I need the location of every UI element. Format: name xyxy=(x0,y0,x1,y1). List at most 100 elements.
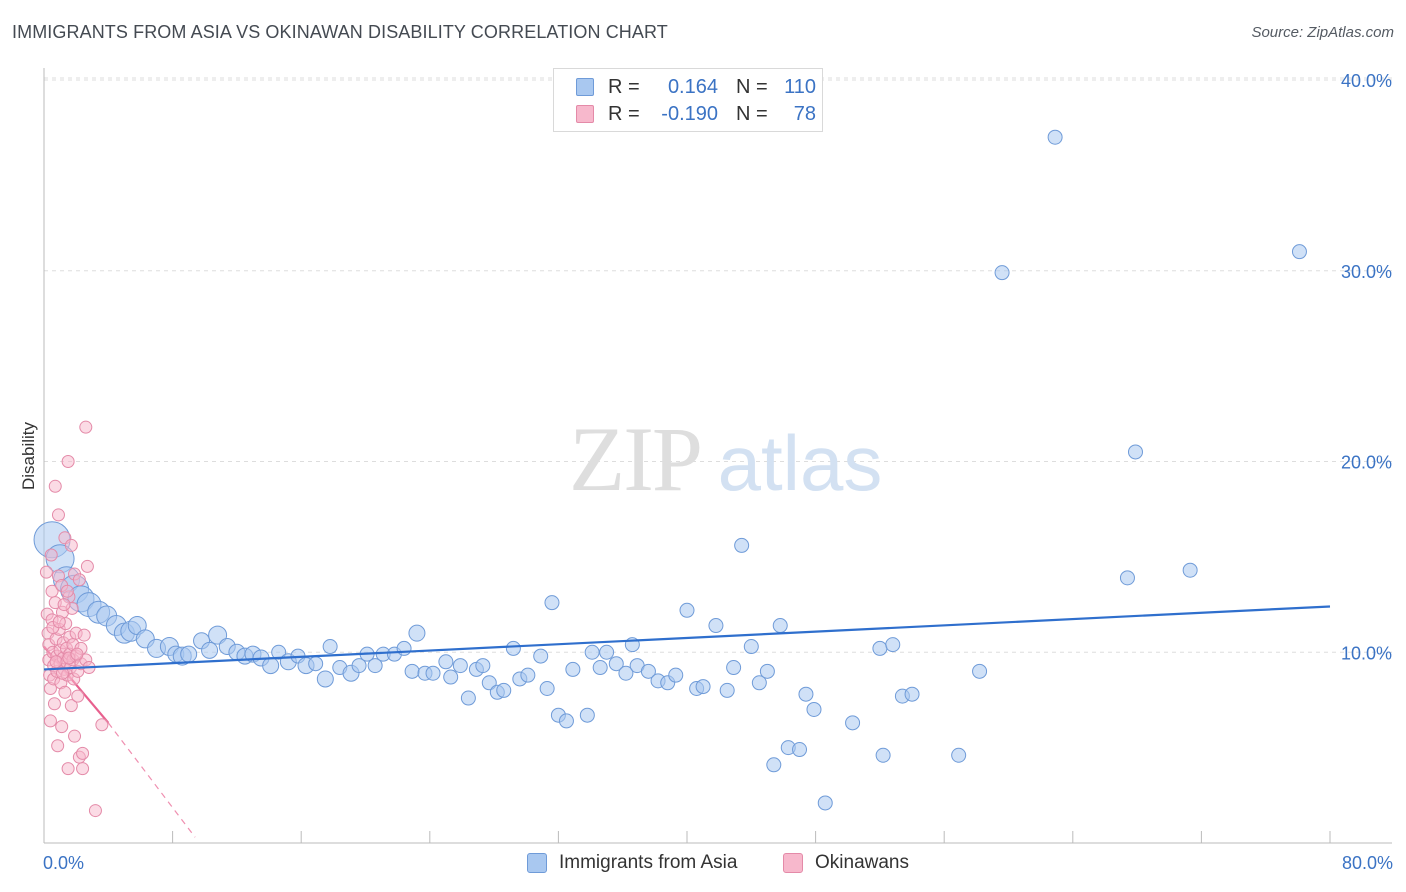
legend-r-value: -0.190 xyxy=(661,102,718,125)
legend-swatch-asia xyxy=(527,853,547,873)
asia-point xyxy=(544,595,560,611)
asia-point xyxy=(579,707,595,723)
asia-point xyxy=(404,663,420,679)
legend-item-okinawan[interactable]: Okinawans xyxy=(783,852,909,874)
okinawan-point xyxy=(71,689,85,703)
series-legend: Immigrants from Asia Okinawans xyxy=(0,852,1406,878)
legend-n-label: N = xyxy=(736,75,768,98)
asia-point xyxy=(719,682,735,698)
okinawan-point xyxy=(58,685,72,699)
source-label: Source: ZipAtlas.com xyxy=(1251,24,1394,41)
asia-point xyxy=(751,675,767,691)
asia-point xyxy=(708,618,724,634)
legend-n-value: 78 xyxy=(793,102,816,125)
asia-point xyxy=(367,658,383,674)
correlation-legend: R = 0.164 N = 110 R = -0.190 N = 78 xyxy=(553,68,823,132)
okinawan-point xyxy=(88,804,102,818)
y-tick-label: 10.0% xyxy=(1341,643,1392,663)
okinawan-point xyxy=(60,584,74,598)
watermark-zip: ZIP xyxy=(569,408,701,510)
asia-point xyxy=(1127,444,1143,460)
asia-points xyxy=(33,129,1307,811)
asia-point xyxy=(759,663,775,679)
asia-point xyxy=(460,690,476,706)
asia-point xyxy=(481,675,497,691)
okinawan-point xyxy=(49,655,63,669)
watermark: ZIP atlas xyxy=(569,408,882,510)
okinawan-trend-extension xyxy=(107,722,196,838)
asia-point xyxy=(180,645,198,663)
asia-point xyxy=(766,757,782,773)
okinawan-point xyxy=(48,479,62,493)
okinawan-point xyxy=(51,508,65,522)
asia-point xyxy=(726,660,742,676)
asia-point xyxy=(875,747,891,763)
asia-point xyxy=(1047,129,1063,145)
tick-labels: 10.0% 20.0% 30.0% 40.0% 0.0% 80.0% xyxy=(43,71,1393,873)
legend-r-value: 0.164 xyxy=(667,75,718,98)
watermark-atlas: atlas xyxy=(718,419,883,507)
okinawan-point xyxy=(76,762,90,776)
okinawan-point xyxy=(47,697,61,711)
asia-point xyxy=(322,639,338,655)
asia-point xyxy=(443,669,459,685)
asia-point xyxy=(1119,570,1135,586)
x-tick-label: 80.0% xyxy=(1342,853,1393,873)
okinawan-point xyxy=(52,615,66,629)
asia-point xyxy=(201,641,219,659)
okinawan-point xyxy=(44,548,58,562)
asia-point xyxy=(743,639,759,655)
asia-point xyxy=(1291,244,1307,260)
y-tick-label: 20.0% xyxy=(1341,453,1392,473)
asia-point xyxy=(668,667,684,683)
asia-point xyxy=(994,265,1010,281)
legend-swatch-okinawan xyxy=(576,105,594,123)
okinawan-point xyxy=(72,573,86,587)
asia-point xyxy=(262,657,280,675)
y-axis-label: Disability xyxy=(19,421,38,490)
asia-point xyxy=(1182,562,1198,578)
asia-point xyxy=(592,660,608,676)
asia-point xyxy=(558,713,574,729)
asia-point xyxy=(904,686,920,702)
okinawan-point xyxy=(68,729,82,743)
asia-point xyxy=(599,644,615,660)
asia-point xyxy=(425,665,441,681)
asia-point xyxy=(271,644,287,660)
asia-point xyxy=(845,715,861,731)
asia-point xyxy=(772,618,788,634)
okinawan-point xyxy=(95,718,109,732)
okinawan-point xyxy=(79,420,93,434)
asia-point xyxy=(734,537,750,553)
asia-point xyxy=(452,658,468,674)
asia-point xyxy=(695,679,711,695)
asia-point xyxy=(640,663,656,679)
okinawan-point xyxy=(77,628,91,642)
okinawan-point xyxy=(76,746,90,760)
okinawan-point xyxy=(55,666,69,680)
asia-point xyxy=(408,624,426,642)
chart-title: IMMIGRANTS FROM ASIA VS OKINAWAN DISABIL… xyxy=(12,22,668,42)
asia-point xyxy=(438,654,454,670)
legend-r-label: R = xyxy=(608,102,640,125)
legend-n-label: N = xyxy=(736,102,768,125)
asia-point xyxy=(806,701,822,717)
legend-item-asia[interactable]: Immigrants from Asia xyxy=(527,852,737,874)
legend-n-value: 110 xyxy=(784,75,816,98)
asia-point xyxy=(679,602,695,618)
asia-point xyxy=(496,682,512,698)
asia-trend-line xyxy=(43,605,1331,671)
asia-trend xyxy=(43,605,1331,671)
legend-row-okinawan: R = -0.190 N = 78 xyxy=(576,102,816,126)
legend-label-okinawan: Okinawans xyxy=(815,852,909,873)
asia-point xyxy=(208,625,228,645)
okinawan-point xyxy=(39,565,53,579)
okinawan-point xyxy=(57,598,71,612)
asia-point xyxy=(539,680,555,696)
asia-point xyxy=(792,742,808,758)
okinawan-point xyxy=(61,762,75,776)
legend-swatch-okinawan xyxy=(783,853,803,873)
okinawan-point xyxy=(80,559,94,573)
asia-point xyxy=(817,795,833,811)
asia-point xyxy=(308,656,324,672)
